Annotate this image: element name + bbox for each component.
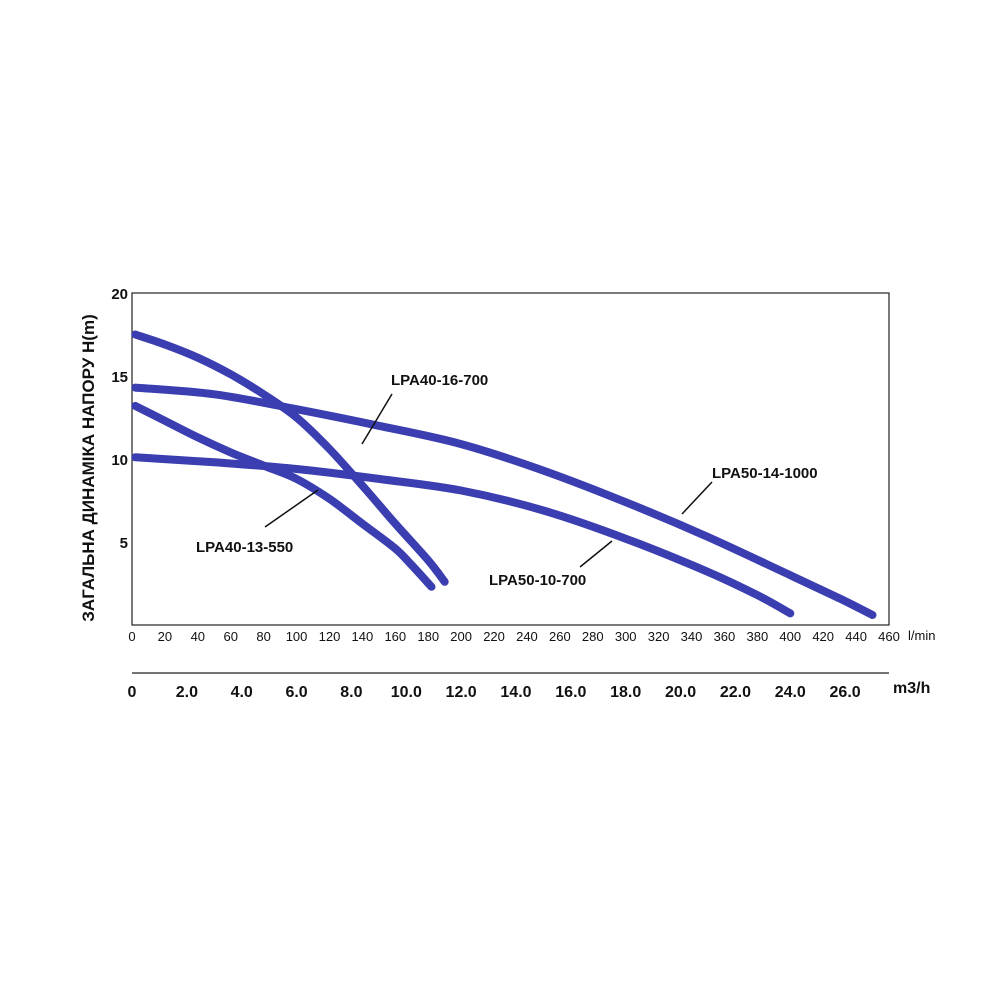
x-tick-labels-m3h: 0 2.0 4.0 6.0 8.0 10.0 12.0 14.0 16.0 18.0 20.0 22.… xyxy=(128,684,861,701)
series-labels: LPA40-16-700 LPA40-13-550 LPA50-14-1000 … xyxy=(196,372,818,589)
x-tick-label-m3h: 20.0 xyxy=(665,684,696,701)
x-tick-label-flow: 160 xyxy=(384,629,406,644)
series-line-lpa40-13-550 xyxy=(131,401,436,591)
y-tick-label: 5 xyxy=(120,535,128,552)
x-tick-label-m3h: 24.0 xyxy=(775,684,806,701)
leader-lpa40-13-550 xyxy=(264,489,319,528)
x-tick-label-m3h: 10.0 xyxy=(391,684,422,701)
x-tick-label-flow: 120 xyxy=(319,629,341,644)
x-tick-label-m3h: 26.0 xyxy=(830,684,861,701)
x-tick-label-flow: 180 xyxy=(417,629,439,644)
label-lpa50-10-700: LPA50-10-700 xyxy=(489,572,586,589)
x-tick-labels-flow: 0 20 40 60 80 100 120 140 160 180 200 220 240 260 280 3… xyxy=(128,629,899,644)
x-tick-label-flow: 0 xyxy=(128,629,135,644)
x-tick-label-flow: 200 xyxy=(450,629,472,644)
x-tick-label-flow: 80 xyxy=(256,629,270,644)
x-tick-label-flow: 240 xyxy=(516,629,538,644)
x-tick-label-flow: 440 xyxy=(845,629,867,644)
leader-lpa50-10-700 xyxy=(579,540,613,568)
x-tick-label-flow: 100 xyxy=(286,629,308,644)
label-lpa40-13-550: LPA40-13-550 xyxy=(196,539,293,556)
x-tick-label-m3h: 12.0 xyxy=(446,684,477,701)
label-lpa40-16-700: LPA40-16-700 xyxy=(391,372,488,389)
x-tick-label-flow: 140 xyxy=(352,629,374,644)
flow-unit-label: l/min xyxy=(908,628,935,643)
x-tick-label-m3h: 14.0 xyxy=(500,684,531,701)
x-tick-label-flow: 380 xyxy=(746,629,768,644)
series-line-lpa50-14-1000 xyxy=(131,383,877,619)
x-tick-label-m3h: 18.0 xyxy=(610,684,641,701)
leader-lpa50-14-1000 xyxy=(681,481,713,515)
y-tick-label: 15 xyxy=(111,369,128,386)
x-tick-label-flow: 20 xyxy=(158,629,172,644)
x-tick-label-m3h: 22.0 xyxy=(720,684,751,701)
series-line-lpa40-16-700 xyxy=(131,330,449,586)
x-tick-label-m3h: 0 xyxy=(128,684,137,701)
x-tick-label-flow: 460 xyxy=(878,629,900,644)
x-tick-label-m3h: 16.0 xyxy=(555,684,586,701)
x-tick-label-flow: 300 xyxy=(615,629,637,644)
x-tick-label-flow: 60 xyxy=(224,629,238,644)
x-tick-label-flow: 260 xyxy=(549,629,571,644)
y-axis-label: ЗАГАЛЬНА ДИНАМІКА НАПОРУ H(m) xyxy=(79,314,98,621)
y-tick-label: 10 xyxy=(111,452,128,469)
x-tick-label-flow: 40 xyxy=(191,629,205,644)
x-tick-label-flow: 220 xyxy=(483,629,505,644)
leader-lpa40-16-700 xyxy=(361,393,393,445)
x-tick-label-flow: 320 xyxy=(648,629,670,644)
x-tick-label-m3h: 6.0 xyxy=(285,684,307,701)
x-tick-label-m3h: 8.0 xyxy=(340,684,362,701)
x-tick-label-flow: 340 xyxy=(681,629,703,644)
m3h-unit-label: m3/h xyxy=(893,680,930,697)
series-line-lpa50-10-700 xyxy=(131,453,795,618)
x-tick-label-m3h: 4.0 xyxy=(231,684,253,701)
y-tick-labels: 20 15 10 5 xyxy=(111,286,128,552)
x-tick-label-m3h: 2.0 xyxy=(176,684,198,701)
x-tick-label-flow: 280 xyxy=(582,629,604,644)
series-layer xyxy=(131,330,877,619)
x-tick-label-flow: 420 xyxy=(812,629,834,644)
y-tick-label: 20 xyxy=(111,286,128,303)
x-tick-label-flow: 400 xyxy=(779,629,801,644)
label-lpa50-14-1000: LPA50-14-1000 xyxy=(712,465,818,482)
x-tick-label-flow: 360 xyxy=(714,629,736,644)
